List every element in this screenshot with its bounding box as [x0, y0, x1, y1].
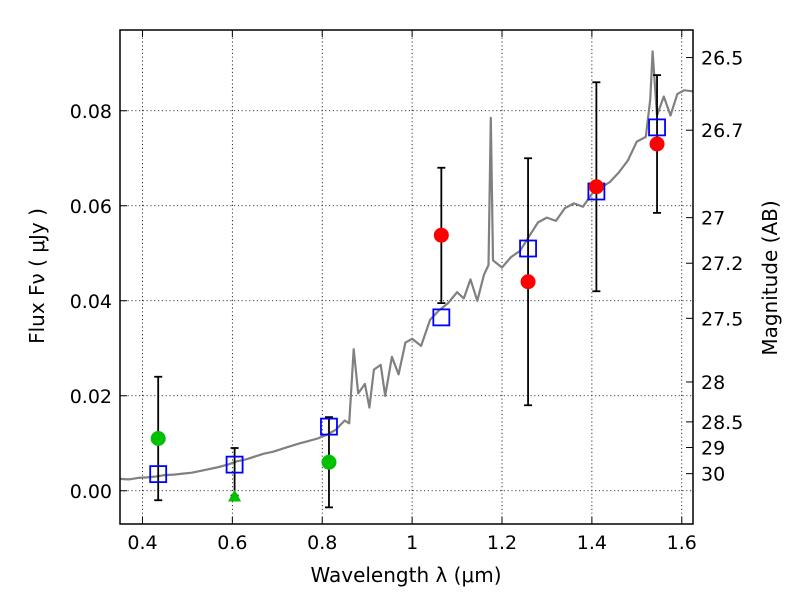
x-tick-label: 1.6: [667, 532, 697, 554]
x-tick-label: 0.4: [127, 532, 157, 554]
y-tick-label: 0.00: [70, 481, 112, 503]
spectrum-line: [120, 50, 693, 481]
y2-tick-label: 26.5: [701, 48, 743, 70]
filled-circle-point: [520, 274, 536, 290]
y-tick-label: 0.06: [70, 196, 112, 218]
open-square-point: [648, 118, 666, 137]
y2-tick-label: 27.2: [701, 253, 743, 275]
x-tick-label: 1: [406, 532, 418, 554]
filled-circle-point: [150, 431, 166, 446]
y2-tick-label: 26.7: [701, 120, 743, 142]
y2-tick-label: 28.5: [701, 412, 743, 434]
x-tick-label: 1.2: [487, 532, 517, 554]
y2-tick-label: 27: [701, 208, 725, 230]
open-square-point: [432, 308, 451, 327]
y-axis-right: 26.5 26.7 27 27.2 27.5 28 28.5 29 30: [686, 48, 743, 486]
y-tick-label: 0.02: [70, 386, 112, 408]
open-square-point: [225, 455, 244, 474]
y-axis-left: 0.00 0.02 0.04 0.06 0.08: [70, 101, 127, 503]
filled-circle-point: [649, 136, 665, 152]
y-tick-label: 0.04: [70, 291, 112, 313]
y2-tick-label: 28: [701, 372, 725, 394]
open-square-point: [149, 465, 168, 484]
x-axis: 0.4 0.6 0.8 1 1.2 1.4 1.6: [127, 30, 697, 554]
plot-area: [120, 50, 693, 509]
y-axis-label: Flux Fν ( μJy ): [25, 208, 49, 344]
x-tick-label: 1.4: [577, 532, 607, 554]
y2-tick-label: 30: [701, 464, 725, 486]
x-tick-label: 0.8: [307, 532, 337, 554]
x-tick-label: 0.6: [217, 532, 247, 554]
filled-circle-point: [321, 454, 337, 470]
x-axis-label: Wavelength λ (μm): [310, 563, 501, 587]
filled-circle-point: [433, 227, 449, 243]
filled-triangle-point: [228, 489, 242, 502]
y2-axis-label: Magnitude (AB): [758, 200, 782, 355]
plot-frame: [119, 29, 694, 525]
y2-tick-label: 27.5: [701, 308, 743, 330]
open-square-point: [320, 417, 338, 436]
filled-circle-point: [588, 179, 604, 195]
grid: [120, 30, 693, 524]
y-tick-label: 0.08: [70, 101, 112, 123]
open-square-point: [519, 239, 537, 258]
y2-tick-label: 29: [701, 438, 725, 460]
